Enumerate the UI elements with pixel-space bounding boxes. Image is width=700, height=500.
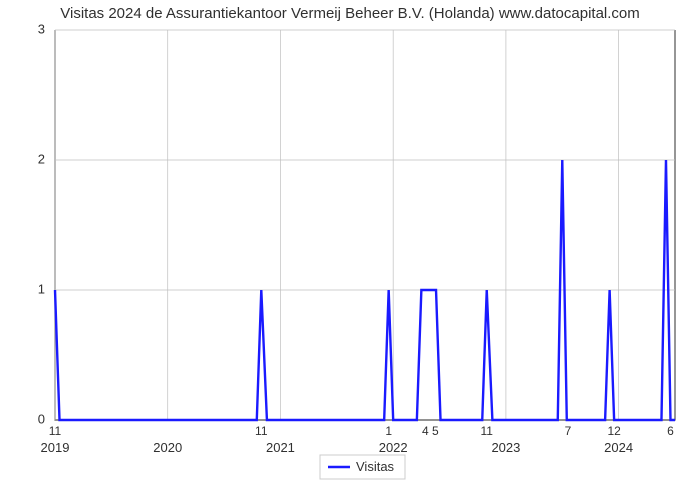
x-peak-label: 7 bbox=[565, 424, 572, 438]
x-peak-label: 6 bbox=[667, 424, 674, 438]
x-year: 2023 bbox=[491, 440, 520, 455]
x-peak-label: 1 bbox=[385, 424, 392, 438]
legend: Visitas bbox=[320, 455, 405, 479]
y-tick: 0 bbox=[38, 411, 45, 426]
chart-bg bbox=[0, 0, 700, 500]
chart-title: Visitas 2024 de Assurantiekantoor Vermei… bbox=[60, 5, 640, 22]
x-year: 2020 bbox=[153, 440, 182, 455]
x-peak-label: 11 bbox=[255, 424, 268, 438]
x-year: 2019 bbox=[41, 440, 70, 455]
legend-label: Visitas bbox=[356, 459, 395, 474]
x-peak-label: 11 bbox=[481, 424, 494, 438]
x-year: 2024 bbox=[604, 440, 633, 455]
x-year: 2022 bbox=[379, 440, 408, 455]
y-tick: 1 bbox=[38, 281, 45, 296]
y-tick: 2 bbox=[38, 151, 45, 166]
x-peak-label: 4 5 bbox=[422, 424, 439, 438]
x-peak-label: 11 bbox=[49, 424, 62, 438]
x-peak-label: 12 bbox=[607, 424, 621, 438]
y-tick: 3 bbox=[38, 21, 45, 36]
x-year: 2021 bbox=[266, 440, 295, 455]
